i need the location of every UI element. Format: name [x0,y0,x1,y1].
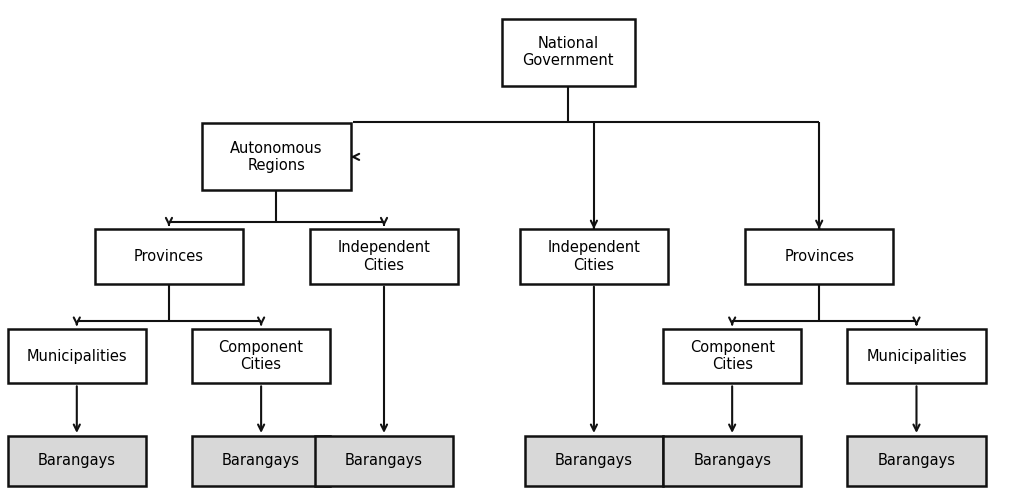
Text: Barangays: Barangays [222,453,300,468]
FancyBboxPatch shape [848,436,985,486]
Text: Municipalities: Municipalities [27,349,127,364]
Text: Autonomous
Regions: Autonomous Regions [230,140,323,173]
Text: Barangays: Barangays [555,453,633,468]
FancyBboxPatch shape [7,436,146,486]
Text: Municipalities: Municipalities [866,349,967,364]
Text: Component
Cities: Component Cities [689,340,775,373]
FancyBboxPatch shape [519,229,668,284]
FancyBboxPatch shape [193,436,330,486]
Text: Provinces: Provinces [134,249,204,264]
FancyBboxPatch shape [193,329,330,383]
FancyBboxPatch shape [524,436,664,486]
Text: Independent
Cities: Independent Cities [338,240,430,273]
Text: Provinces: Provinces [784,249,854,264]
FancyBboxPatch shape [203,123,350,190]
Text: Barangays: Barangays [878,453,955,468]
FancyBboxPatch shape [502,18,635,86]
Text: Barangays: Barangays [38,453,116,468]
FancyBboxPatch shape [309,229,459,284]
FancyBboxPatch shape [7,329,146,383]
FancyBboxPatch shape [315,436,453,486]
FancyBboxPatch shape [848,329,985,383]
Text: National
Government: National Government [522,36,614,69]
Text: Component
Cities: Component Cities [218,340,304,373]
FancyBboxPatch shape [664,436,801,486]
Text: Barangays: Barangays [345,453,423,468]
FancyBboxPatch shape [95,229,244,284]
Text: Barangays: Barangays [693,453,771,468]
Text: Independent
Cities: Independent Cities [548,240,640,273]
FancyBboxPatch shape [745,229,893,284]
FancyBboxPatch shape [664,329,801,383]
